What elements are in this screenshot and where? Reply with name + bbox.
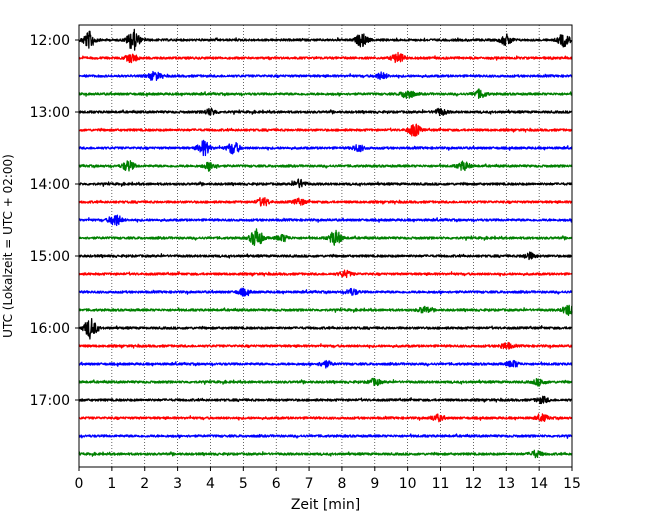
trace-1400 bbox=[78, 178, 573, 189]
trace-1445 bbox=[78, 228, 573, 247]
x-tick-label: 1 bbox=[107, 476, 116, 492]
trace-layer bbox=[78, 28, 573, 459]
x-tick-label: 13 bbox=[497, 476, 515, 492]
x-tick-label: 12 bbox=[464, 476, 482, 492]
trace-1500 bbox=[78, 251, 573, 261]
trace-1230 bbox=[78, 70, 573, 81]
x-tick-label: 3 bbox=[173, 476, 182, 492]
x-tick-label: 14 bbox=[530, 476, 548, 492]
y-tick-label: 14:00 bbox=[30, 177, 70, 193]
plot-frame bbox=[78, 24, 573, 468]
trace-1630 bbox=[78, 359, 573, 369]
x-tick-label: 7 bbox=[305, 476, 314, 492]
y-axis-ticks: 12:00 13:00 14:00 15:00 16:00 17:00 bbox=[30, 33, 79, 409]
trace-1430 bbox=[78, 214, 573, 227]
trace-1245 bbox=[78, 88, 573, 99]
x-tick-label: 11 bbox=[432, 476, 450, 492]
x-tick-label: 6 bbox=[272, 476, 281, 492]
y-tick-label: 17:00 bbox=[30, 393, 70, 409]
trace-1545 bbox=[78, 304, 573, 316]
trace-1715 bbox=[78, 413, 573, 423]
y-axis-label: UTC (Lokalzeit = UTC + 02:00) bbox=[1, 154, 15, 338]
x-tick-label: 2 bbox=[140, 476, 149, 492]
y-tick-label: 15:00 bbox=[30, 249, 70, 265]
x-tick-label: 8 bbox=[337, 476, 346, 492]
trace-1745 bbox=[78, 449, 573, 459]
trace-1645 bbox=[78, 377, 573, 387]
trace-1215 bbox=[78, 51, 573, 64]
x-tick-label: 10 bbox=[399, 476, 417, 492]
y-tick-label: 16:00 bbox=[30, 321, 70, 337]
y-tick-label: 12:00 bbox=[30, 33, 70, 49]
trace-1615 bbox=[78, 341, 573, 350]
trace-1730 bbox=[78, 433, 573, 439]
trace-1200 bbox=[78, 28, 573, 51]
trace-1315 bbox=[78, 123, 573, 137]
trace-1600 bbox=[78, 317, 573, 340]
trace-1415 bbox=[78, 197, 573, 207]
trace-1330 bbox=[78, 139, 573, 157]
x-tick-label: 0 bbox=[75, 476, 84, 492]
x-tick-label: 15 bbox=[563, 476, 581, 492]
trace-1300 bbox=[78, 107, 573, 117]
x-tick-label: 4 bbox=[206, 476, 215, 492]
trace-1515 bbox=[78, 269, 573, 279]
x-axis-ticks: 0 1 2 3 4 5 6 7 8 9 10 11 12 13 14 15 bbox=[75, 467, 581, 492]
trace-1345 bbox=[78, 160, 573, 172]
trace-1700 bbox=[78, 395, 573, 405]
x-axis-label: Zeit [min] bbox=[291, 497, 360, 513]
x-tick-label: 9 bbox=[370, 476, 379, 492]
x-tick-label: 5 bbox=[239, 476, 248, 492]
y-tick-label: 13:00 bbox=[30, 105, 70, 121]
trace-1530 bbox=[78, 287, 573, 297]
